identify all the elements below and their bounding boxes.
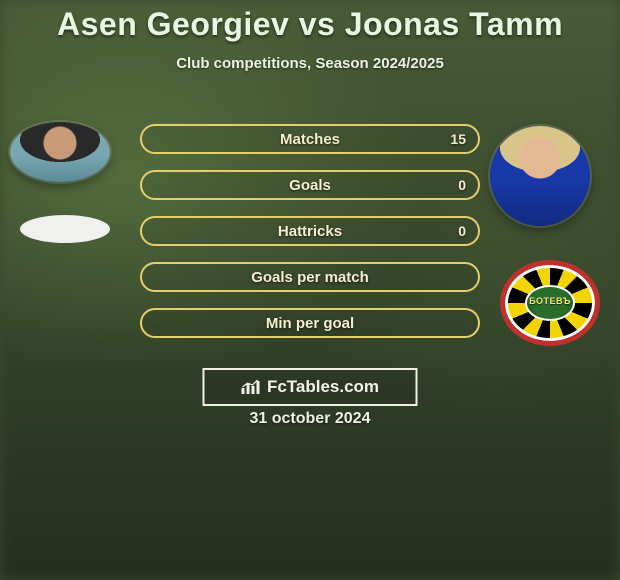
stat-row-matches: Matches 15 <box>140 124 480 154</box>
stat-label: Min per goal <box>266 315 354 332</box>
stat-right-value: 0 <box>458 177 466 193</box>
brand-link[interactable]: FcTables.com <box>203 368 418 406</box>
player-left-club-badge <box>20 215 110 243</box>
stat-label: Goals <box>289 177 331 194</box>
club-badge-text: БОТЕВЪ <box>529 296 571 306</box>
stat-row-goals-per-match: Goals per match <box>140 262 480 292</box>
avatar-face <box>10 122 110 182</box>
avatar-face <box>490 126 590 226</box>
stat-label: Goals per match <box>251 269 369 286</box>
bar-chart-icon <box>241 379 261 395</box>
brand-label: FcTables.com <box>267 377 379 397</box>
date-text: 31 october 2024 <box>0 410 620 428</box>
stat-right-value: 0 <box>458 223 466 239</box>
page-title: Asen Georgiev vs Joonas Tamm <box>0 6 620 43</box>
player-left-avatar <box>10 122 110 182</box>
stats-list: Matches 15 Goals 0 Hattricks 0 Goals per… <box>140 124 480 338</box>
stat-row-min-per-goal: Min per goal <box>140 308 480 338</box>
stat-label: Matches <box>280 131 340 148</box>
player-right-avatar <box>490 126 590 226</box>
stat-label: Hattricks <box>278 223 342 240</box>
stat-row-hattricks: Hattricks 0 <box>140 216 480 246</box>
comparison-card: Asen Georgiev vs Joonas Tamm Club compet… <box>0 0 620 580</box>
page-subtitle: Club competitions, Season 2024/2025 <box>0 55 620 72</box>
player-right-club-badge: БОТЕВЪ <box>500 260 600 346</box>
stat-right-value: 15 <box>450 131 466 147</box>
stat-row-goals: Goals 0 <box>140 170 480 200</box>
